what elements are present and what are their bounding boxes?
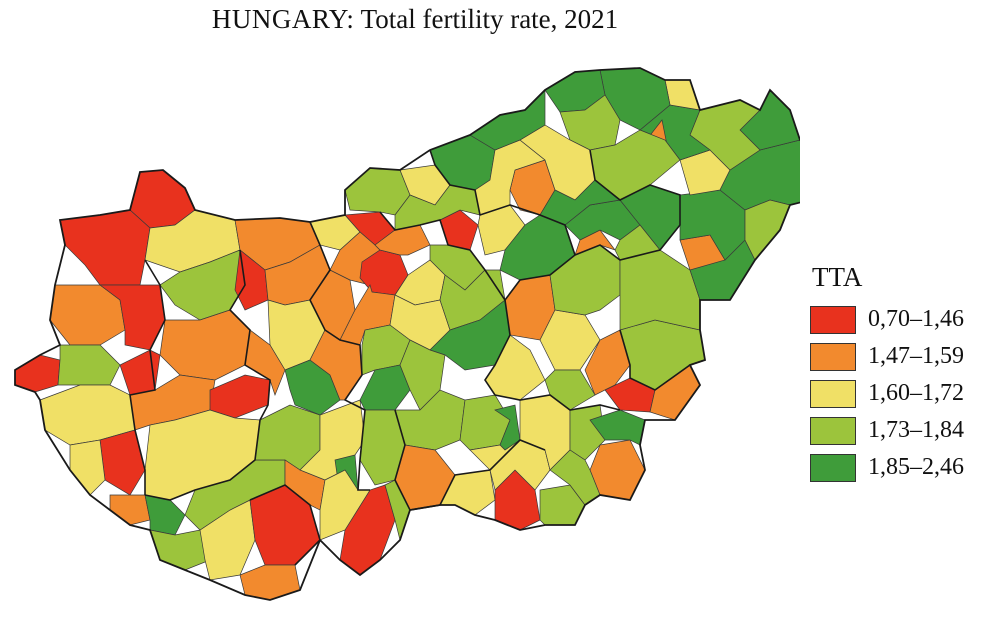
district-region xyxy=(394,184,481,231)
legend-label: 1,85–2,46 xyxy=(868,454,964,480)
legend-swatch xyxy=(810,453,856,482)
country-outline xyxy=(14,67,800,601)
district-region xyxy=(234,249,269,311)
map-legend: TTA 0,70–1,46 1,47–1,59 1,60–1,72 1,73–1… xyxy=(810,262,990,486)
legend-title: TTA xyxy=(812,262,863,292)
map-title-text: Total fertility rate, 2021 xyxy=(360,4,619,34)
county-boundary xyxy=(129,259,166,495)
district-region xyxy=(109,494,151,526)
legend-label: 0,70–1,46 xyxy=(868,306,964,332)
legend-label: 1,47–1,59 xyxy=(868,343,964,369)
county-boundary xyxy=(379,211,621,411)
legend-swatch xyxy=(810,342,856,371)
hungary-district-map xyxy=(14,67,800,601)
district-region xyxy=(57,344,121,386)
county-boundary xyxy=(144,249,271,501)
county-boundary xyxy=(574,149,681,261)
county-boundary xyxy=(429,149,576,301)
legend-item: 1,60–1,72 xyxy=(810,375,990,412)
county-boundary xyxy=(249,484,321,566)
district-region xyxy=(69,439,106,496)
legend-item: 1,73–1,84 xyxy=(810,412,990,449)
legend-label: 1,73–1,84 xyxy=(868,417,964,443)
district-region xyxy=(209,374,271,419)
district-region xyxy=(119,349,161,396)
district-region xyxy=(144,494,186,536)
legend-item: 1,47–1,59 xyxy=(810,338,990,375)
legend-label: 1,60–1,72 xyxy=(868,380,964,406)
district-region xyxy=(239,564,301,601)
district-region xyxy=(59,209,151,286)
district-region xyxy=(744,199,791,261)
district-region xyxy=(399,339,446,411)
district-region xyxy=(374,224,431,256)
county-boundary xyxy=(309,221,370,491)
map-title-country: HUNGARY: xyxy=(211,4,355,34)
map-title: HUNGARY: Total fertility rate, 2021 xyxy=(0,4,830,35)
legend-swatch xyxy=(810,416,856,445)
legend-swatch xyxy=(810,379,856,408)
district-region xyxy=(614,224,661,261)
legend-item: 1,85–2,46 xyxy=(810,449,990,486)
district-region xyxy=(159,309,251,381)
legend-swatch xyxy=(810,305,856,334)
legend-item: 0,70–1,46 xyxy=(810,301,990,338)
